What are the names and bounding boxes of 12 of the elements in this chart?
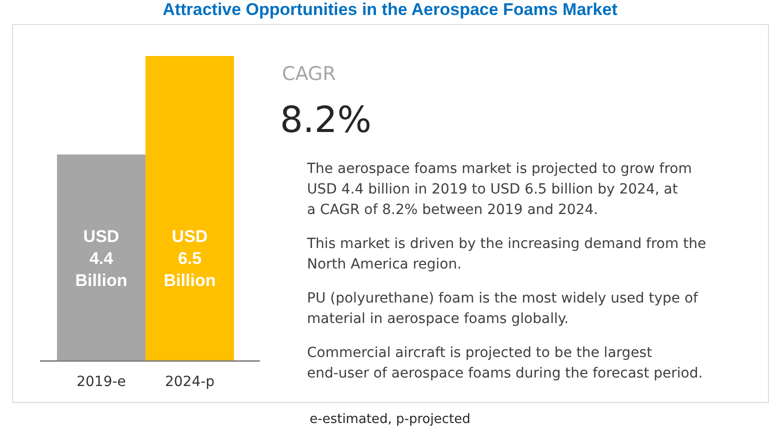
text: e-estimated, p-projected — [310, 412, 470, 427]
text: This market is driven by the increasing demand from the North America region. — [306, 236, 706, 272]
text: Attractive Opportunities in the Aerospace Foams Market — [162, 0, 618, 19]
data-label: USD 6.5 Billion — [164, 227, 216, 290]
text: PU (polyurethane) foam is the most widely used type of material in aerospace foams globally. — [307, 290, 700, 327]
x-tick-label: 2019-e — [76, 374, 126, 390]
text: The aerospace foams market is projected to grow from USD 4.4 billion in 2019 to USD 6.5 billion by 2024, at a CAGR of 8.2% between 2019 and 2024. — [306, 161, 692, 218]
text: 8.2% — [280, 100, 372, 141]
data-label: USD 4.4 Billion — [75, 227, 128, 290]
text: Commercial aircraft is projected to be the largest end-user of aerospace foams during the forecast period. — [307, 345, 703, 382]
text: CAGR — [282, 63, 336, 85]
x-tick-label: 2024-p — [164, 374, 215, 390]
